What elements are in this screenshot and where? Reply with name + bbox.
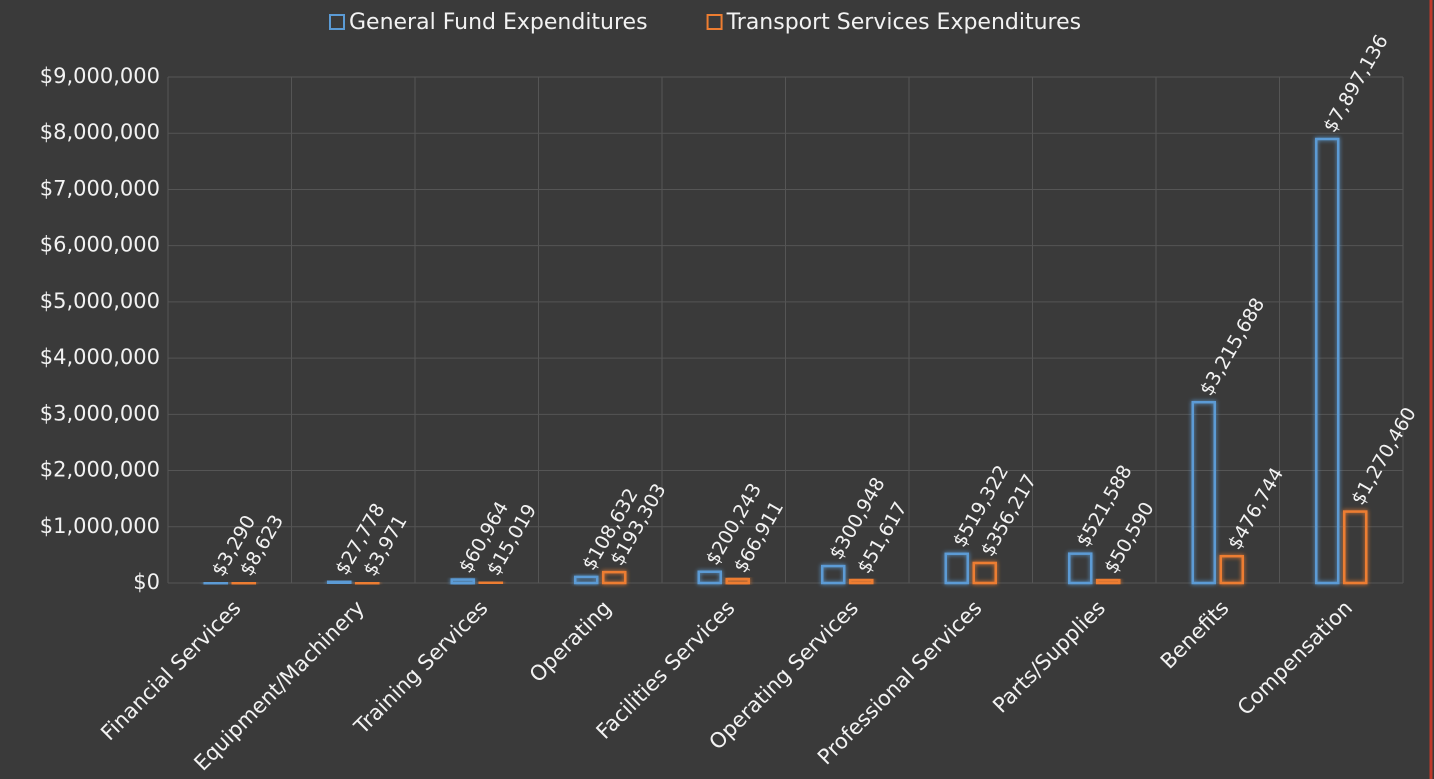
y-tick-label: $7,000,000	[40, 176, 160, 200]
bar	[972, 561, 997, 585]
data-label: $1,270,460	[1347, 404, 1420, 509]
bar	[355, 581, 380, 586]
legend-label: General Fund Expenditures	[349, 10, 648, 35]
bar	[849, 578, 874, 585]
y-tick-label: $3,000,000	[40, 401, 160, 425]
bar	[478, 580, 503, 585]
legend-swatch	[706, 14, 723, 30]
x-tick-label: Operating	[525, 596, 616, 687]
bar	[1219, 554, 1244, 585]
y-tick-label: $6,000,000	[40, 233, 160, 257]
y-tick-label: $5,000,000	[40, 289, 160, 313]
x-tick-label: Facilities Services	[592, 596, 740, 744]
bar	[1343, 510, 1368, 585]
bar	[450, 578, 475, 585]
legend-swatch	[329, 14, 345, 30]
y-tick-label: $1,000,000	[40, 514, 160, 538]
bar	[231, 581, 256, 585]
bar	[574, 575, 599, 585]
bar	[602, 570, 627, 585]
data-label: $3,215,688	[1196, 294, 1269, 399]
bar	[1068, 552, 1093, 585]
x-tick-label: Parts/Supplies	[988, 596, 1110, 718]
bar	[203, 581, 228, 586]
bar	[327, 580, 352, 585]
bar	[697, 570, 722, 585]
bar	[1191, 400, 1216, 585]
x-tick-label: Financial Services	[96, 596, 245, 745]
x-tick-label: Benefits	[1156, 596, 1234, 674]
x-tick-label: Training Services	[349, 596, 493, 740]
bar	[944, 552, 969, 585]
y-tick-label: $0	[133, 570, 160, 594]
y-tick-label: $4,000,000	[40, 345, 160, 369]
x-tick-label: Compensation	[1233, 596, 1357, 720]
y-tick-label: $2,000,000	[40, 458, 160, 482]
bar	[1315, 137, 1340, 585]
y-tick-label: $8,000,000	[40, 120, 160, 144]
bar	[821, 564, 846, 585]
data-label: $476,744	[1224, 464, 1288, 554]
y-tick-label: $9,000,000	[40, 64, 160, 88]
bar	[1096, 578, 1121, 585]
legend-label: Transport Services Expenditures	[726, 10, 1082, 35]
bar	[725, 577, 750, 585]
data-label: $7,897,136	[1319, 31, 1392, 136]
